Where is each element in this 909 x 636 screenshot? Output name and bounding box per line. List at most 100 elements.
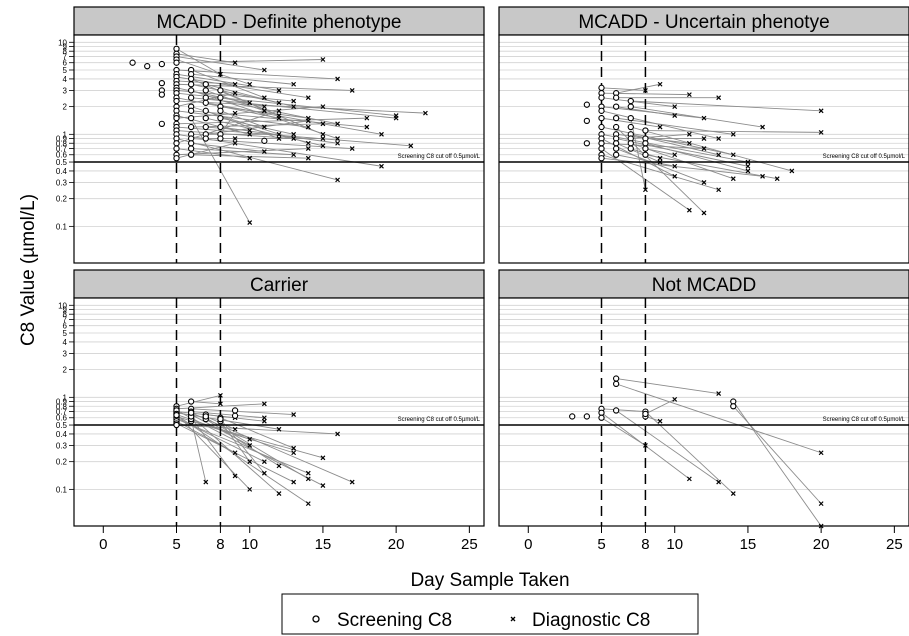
plot-area — [74, 35, 484, 263]
screening-point — [173, 155, 180, 162]
connector-line — [615, 148, 705, 183]
diagnostic-point — [716, 391, 722, 396]
diagnostic-point — [305, 476, 311, 482]
diagnostic-marker-stroke — [701, 180, 707, 185]
diagnostic-point — [232, 473, 238, 479]
diagnostic-point — [320, 483, 326, 488]
screening-point — [202, 123, 209, 131]
diagnostic-point — [247, 220, 253, 225]
diagnostic-marker-stroke — [818, 450, 824, 456]
diagnostic-point — [657, 81, 663, 87]
diagnostic-marker-stroke — [276, 87, 282, 93]
panel-strip — [498, 269, 909, 299]
diagnostic-point — [261, 470, 267, 476]
connector-line — [176, 76, 309, 99]
connector-line — [176, 142, 236, 159]
diagnostic-point — [320, 131, 326, 137]
screening-point — [158, 120, 166, 127]
connector-line — [191, 408, 294, 415]
diagnostic-marker-stroke — [232, 90, 238, 96]
diagnostic-marker-stroke — [686, 140, 692, 146]
diagnostic-marker-stroke — [730, 491, 736, 497]
screening-point — [202, 135, 209, 142]
diagnostic-marker-stroke — [232, 450, 238, 456]
y-tick-label: 0.9 — [56, 398, 68, 407]
diagnostic-point — [335, 76, 340, 82]
connector-line — [630, 100, 822, 112]
y-tick-label: 3 — [63, 86, 68, 95]
diagnostic-point — [701, 115, 707, 121]
connector-line — [191, 123, 323, 128]
diagnostic-point — [247, 128, 253, 133]
diagnostic-point — [818, 450, 824, 456]
diagnostic-marker-stroke — [716, 479, 722, 485]
connector-line — [220, 418, 265, 474]
connector-line — [176, 73, 280, 91]
diagnostic-point — [716, 187, 722, 193]
diagnostic-point — [643, 87, 648, 93]
plot-frame — [498, 34, 909, 264]
diagnostic-marker-stroke — [320, 131, 326, 137]
diagnostic-marker-stroke — [247, 436, 253, 442]
diagnostic-marker-stroke — [745, 163, 751, 169]
screening-point — [583, 413, 591, 420]
diagnostic-marker-stroke — [261, 418, 267, 424]
diagnostic-marker-stroke — [305, 476, 311, 482]
diagnostic-marker-stroke — [247, 128, 253, 133]
diagnostic-marker-stroke — [423, 110, 428, 116]
diagnostic-marker-stroke — [818, 108, 824, 114]
screening-point — [217, 415, 224, 423]
y-tick-label: 0.2 — [56, 458, 68, 467]
diagnostic-point — [774, 176, 780, 182]
connector-line — [190, 417, 236, 477]
diagnostic-marker-stroke — [335, 76, 340, 82]
connector-line — [630, 106, 763, 128]
diagnostic-marker-stroke — [261, 401, 267, 407]
screening-point — [158, 91, 166, 98]
diagnostic-point — [730, 131, 736, 137]
diagnostic-marker-stroke — [261, 108, 267, 114]
diagnostic-marker-stroke — [276, 463, 282, 469]
x-tick-label: 8 — [216, 536, 224, 553]
connector-line — [205, 120, 309, 135]
screening-point — [598, 409, 605, 416]
screening-point — [598, 107, 605, 114]
y-tick-label: 3 — [63, 349, 68, 358]
diagnostic-marker-stroke — [305, 95, 311, 101]
diagnostic-point — [686, 140, 692, 146]
diagnostic-marker-stroke — [657, 124, 663, 130]
diagnostic-marker-stroke — [335, 431, 340, 437]
diagnostic-marker-stroke — [261, 470, 267, 476]
diagnostic-marker-stroke — [643, 443, 648, 448]
diagnostic-point — [335, 177, 340, 183]
diagnostic-point — [232, 110, 238, 116]
screening-point — [612, 151, 620, 158]
diagnostic-point — [276, 113, 282, 118]
diagnostic-point — [261, 124, 267, 130]
diagnostic-point — [364, 115, 370, 121]
screening-point — [173, 412, 180, 419]
y-tick-label: 10 — [58, 38, 67, 47]
legend-screening-marker — [312, 615, 320, 623]
connector-line — [616, 378, 719, 394]
screening-point — [612, 123, 620, 131]
y-tick-label: 0.7 — [56, 145, 68, 154]
connector-line — [205, 110, 280, 139]
connector-line — [191, 73, 294, 85]
diagnostic-point — [349, 87, 355, 93]
diagnostic-point — [657, 418, 663, 424]
screening-point — [598, 155, 605, 162]
connector-line — [176, 59, 323, 64]
plot-area — [499, 298, 909, 526]
screening-point — [173, 97, 180, 105]
y-tick-label: 5 — [63, 329, 68, 338]
diagnostic-point — [203, 479, 209, 485]
screening-point — [598, 145, 605, 152]
diagnostic-point — [643, 443, 648, 448]
x-tick-label: 15 — [740, 536, 757, 553]
connector-line — [601, 157, 763, 177]
screening-point — [187, 409, 195, 416]
diagnostic-point — [276, 100, 282, 106]
diagnostic-point — [232, 90, 238, 96]
diagnostic-point — [789, 168, 795, 174]
